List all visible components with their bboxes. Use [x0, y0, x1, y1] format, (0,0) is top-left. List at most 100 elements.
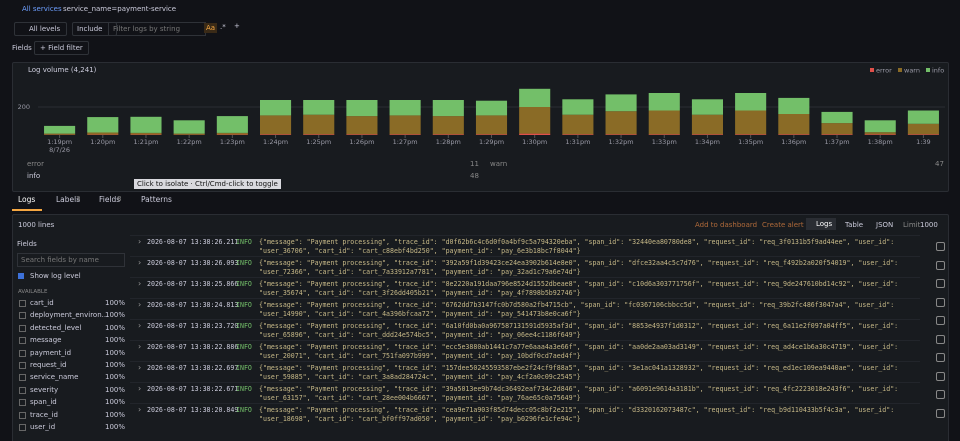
log-time: 2026-08-07 13:38:22.697 — [147, 364, 239, 372]
mode-select[interactable]: Include — [72, 22, 118, 36]
bar-segment — [389, 115, 421, 135]
bar-segment — [44, 133, 76, 135]
field-name[interactable]: detected_level — [30, 323, 82, 332]
limit-label: Limit — [903, 221, 921, 229]
bar-segment — [735, 110, 767, 135]
checkbox[interactable] — [19, 411, 26, 419]
checkbox[interactable] — [19, 324, 26, 332]
bar-segment — [907, 123, 939, 135]
tool-icon[interactable] — [936, 371, 945, 381]
tab[interactable]: Logs — [18, 195, 36, 204]
checkbox[interactable] — [19, 362, 26, 369]
field-name[interactable]: service_name — [30, 373, 79, 382]
field-filter-button[interactable]: + Field filter — [34, 41, 89, 55]
view-table[interactable]: Table — [845, 221, 864, 229]
tool-icon[interactable] — [936, 390, 945, 399]
bar-segment — [216, 132, 248, 135]
x-tick-label: 1:39 — [916, 138, 931, 146]
bar-segment — [303, 114, 335, 135]
checkbox[interactable] — [19, 300, 26, 307]
limit-value[interactable]: 1000 — [920, 221, 938, 229]
x-tick-label: 1:22pm — [177, 138, 202, 146]
legend-label: error — [876, 67, 892, 75]
expand-toggle[interactable]: › — [138, 279, 142, 288]
x-tick-label: 1:20pm — [90, 138, 115, 146]
field-name[interactable]: request_id — [30, 361, 67, 369]
expand-toggle[interactable]: › — [138, 363, 142, 372]
checkbox[interactable] — [19, 424, 26, 431]
tool-icon[interactable] — [936, 260, 945, 270]
row-divider — [130, 361, 920, 362]
volume-chart: 200 1:19pm 1:20pm 1:21pm 1:22pm 1:23pm 1:24pm 1… — [18, 67, 945, 154]
checkbox[interactable] — [19, 399, 26, 407]
expand-toggle[interactable]: › — [138, 321, 142, 330]
checkbox[interactable] — [18, 273, 24, 279]
legend-swatch — [898, 68, 902, 72]
tool-icon[interactable] — [936, 316, 945, 325]
expand-toggle[interactable]: › — [138, 258, 142, 267]
case-toggle[interactable]: Aa — [204, 23, 218, 33]
field-search[interactable]: Search fields by name — [17, 253, 125, 267]
checkbox[interactable] — [19, 337, 26, 345]
log-line: {"message": "Payment processing", "trace… — [259, 322, 899, 330]
summary-name[interactable]: error — [27, 160, 44, 168]
tab[interactable]: Fields — [99, 195, 121, 204]
field-name[interactable]: cart_id — [30, 299, 54, 307]
field-name[interactable]: trace_id — [30, 410, 58, 419]
field-name[interactable]: payment_id — [30, 348, 72, 357]
expand-toggle[interactable]: › — [138, 342, 142, 351]
back-link[interactable]: All services — [22, 5, 62, 13]
bar-segment — [735, 93, 767, 111]
log-level: INFO — [236, 238, 252, 246]
line-count: 1000 lines — [18, 221, 55, 229]
filter-input[interactable]: Filter logs by string — [108, 22, 206, 36]
tab[interactable]: Patterns — [141, 195, 172, 204]
expand-toggle[interactable]: › — [138, 300, 142, 309]
bar-segment — [346, 116, 378, 135]
field-name[interactable]: message — [30, 336, 62, 345]
tool-icon[interactable] — [936, 353, 945, 362]
expand-toggle[interactable]: › — [138, 405, 142, 414]
add-dashboard[interactable]: Add to dashboard — [695, 221, 758, 229]
expand-toggle[interactable]: › — [138, 384, 142, 393]
tool-icon[interactable] — [936, 242, 945, 251]
level-select[interactable]: All levels — [14, 22, 68, 36]
bar-segment — [907, 110, 939, 124]
log-line: "user_65896", "cart_id": "cart_ddd24e574… — [259, 331, 581, 339]
checkbox[interactable] — [19, 349, 26, 357]
bar-segment — [87, 132, 119, 135]
bar-segment — [864, 132, 896, 135]
summary-mid: 11 — [470, 160, 479, 168]
bar-segment — [864, 134, 896, 135]
field-name[interactable]: severity — [30, 385, 59, 394]
bar-segment — [562, 99, 594, 115]
bar-segment — [519, 107, 551, 134]
field-name[interactable]: user_id — [30, 423, 56, 431]
view-json[interactable]: JSON — [876, 221, 894, 229]
checkbox[interactable] — [19, 312, 26, 320]
tool-icon[interactable] — [936, 297, 945, 307]
summary-name[interactable]: info — [27, 172, 41, 180]
create-alert[interactable]: Create alert — [762, 221, 804, 229]
expand-toggle[interactable]: › — [138, 237, 142, 246]
regex-toggle[interactable]: .* — [220, 23, 226, 31]
bar-segment — [778, 134, 810, 135]
tool-icon[interactable] — [936, 279, 945, 288]
field-name[interactable]: span_id — [30, 398, 57, 407]
checkbox[interactable] — [19, 386, 26, 394]
log-line: {"message": "Payment processing", "trace… — [259, 364, 899, 372]
field-name[interactable]: deployment_environ... — [30, 311, 109, 320]
bar-segment — [130, 132, 162, 135]
view-logs[interactable]: Logs — [806, 218, 837, 230]
bar-segment — [475, 134, 508, 135]
tool-icon[interactable] — [936, 408, 945, 418]
tool-icon[interactable] — [936, 334, 945, 344]
tab[interactable]: Labels — [56, 195, 81, 204]
log-time: 2026-08-07 13:38:25.866 — [147, 280, 239, 288]
tooltip: Click to isolate · Ctrl/Cmd-click to tog… — [134, 179, 281, 189]
log-time: 2026-08-07 13:38:22.671 — [147, 385, 239, 393]
fields-label: Fields — [12, 44, 32, 52]
add-filter[interactable]: + — [234, 22, 240, 30]
checkbox[interactable] — [19, 374, 26, 382]
